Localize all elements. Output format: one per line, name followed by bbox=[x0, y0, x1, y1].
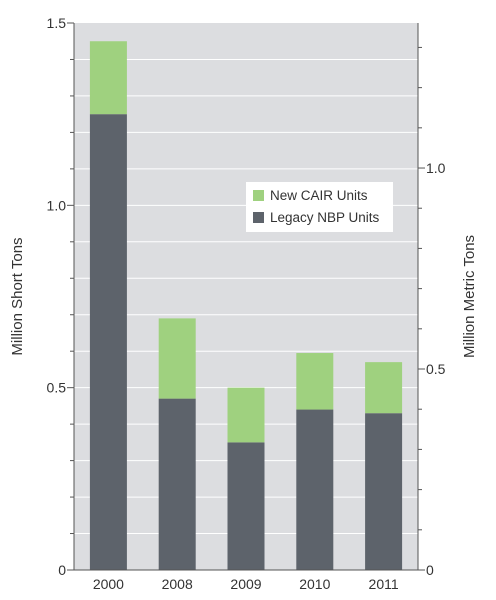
bar-2008-legacy-nbp-units bbox=[158, 398, 196, 570]
left-tick-label: 1.5 bbox=[47, 15, 67, 31]
x-tick-label: 2009 bbox=[230, 576, 261, 592]
left-tick-label: 1.0 bbox=[47, 197, 67, 213]
bar-2009-legacy-nbp-units bbox=[227, 442, 265, 570]
x-tick-label: 2000 bbox=[93, 576, 124, 592]
legend-swatch-new-cair-units bbox=[253, 190, 264, 201]
bar-2009-new-cair-units bbox=[227, 387, 265, 443]
bar-2008-new-cair-units bbox=[158, 318, 196, 399]
bar-2011-legacy-nbp-units bbox=[365, 413, 403, 570]
bar-2000-legacy-nbp-units bbox=[89, 114, 127, 571]
left-tick-label: 0 bbox=[58, 562, 66, 578]
bar-2011-new-cair-units bbox=[365, 362, 403, 414]
right-tick-label: 0 bbox=[426, 562, 434, 578]
right-axis-title: Million Metric Tons bbox=[461, 235, 478, 358]
legend-label: New CAIR Units bbox=[270, 188, 368, 203]
legend-box bbox=[246, 182, 393, 232]
bar-2010-legacy-nbp-units bbox=[296, 409, 334, 570]
legend-swatch-legacy-nbp-units bbox=[253, 212, 264, 223]
x-tick-label: 2011 bbox=[369, 576, 399, 592]
right-tick-label: 0.5 bbox=[426, 361, 446, 377]
x-tick-label: 2008 bbox=[162, 576, 193, 592]
left-tick-label: 0.5 bbox=[47, 380, 67, 396]
bar-2010-new-cair-units bbox=[296, 353, 334, 410]
x-tick-label: 2010 bbox=[299, 576, 330, 592]
left-axis-title: Million Short Tons bbox=[9, 237, 26, 355]
legend-label: Legacy NBP Units bbox=[270, 210, 380, 225]
bar-2000-new-cair-units bbox=[89, 41, 127, 115]
right-tick-label: 1.0 bbox=[426, 160, 446, 176]
